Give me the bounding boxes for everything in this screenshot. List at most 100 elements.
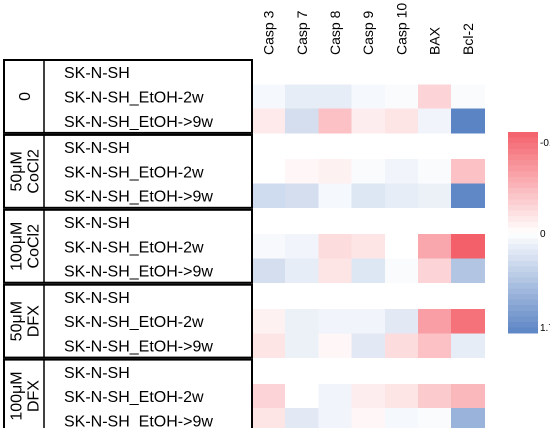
heatmap-cell xyxy=(285,309,319,334)
heatmap-cell xyxy=(384,408,419,428)
heatmap-cell xyxy=(451,159,485,184)
heatmap-cell xyxy=(384,60,419,85)
heatmap-cell xyxy=(252,209,286,235)
heatmap-cell xyxy=(252,258,286,284)
row-label: SK-N-SH_EtOH->9w xyxy=(64,413,213,428)
heatmap-cell xyxy=(384,234,419,259)
heatmap-cell xyxy=(285,159,319,184)
heatmap-cell xyxy=(418,234,452,259)
heatmap-cell xyxy=(451,284,485,310)
heatmap-cell xyxy=(285,209,319,235)
legend-swatch xyxy=(508,244,538,250)
group-label: DFX xyxy=(26,380,43,412)
heatmap-cell xyxy=(318,60,352,85)
heatmap-cell xyxy=(384,284,419,310)
legend-label: 0 xyxy=(540,229,546,240)
legend-label: 1.7 xyxy=(540,323,550,334)
heatmap-cell xyxy=(285,284,319,310)
heatmap-cell xyxy=(318,383,352,409)
heatmap-cell xyxy=(318,284,352,310)
row-label: SK-N-SH_EtOH-2w xyxy=(64,389,204,406)
legend-swatch xyxy=(508,249,538,256)
column-label: Casp 8 xyxy=(327,10,343,55)
legend-swatch xyxy=(508,238,538,245)
legend-swatch xyxy=(508,193,538,200)
heatmap-cell xyxy=(351,408,386,428)
heatmap-cell xyxy=(285,408,319,428)
group-label: 50μM xyxy=(9,301,26,341)
legend-swatch xyxy=(508,277,538,284)
heatmap-cell xyxy=(351,108,386,134)
legend-swatch xyxy=(508,255,538,262)
heatmap-cell xyxy=(384,333,419,358)
heatmap-cell xyxy=(418,333,452,358)
legend-swatch xyxy=(508,199,538,206)
legend-label: -0.9 xyxy=(540,138,550,149)
column-labels: Casp 3 Casp 7 Casp 8 Casp 9 Casp 10 BAX Bcl-2 xyxy=(261,3,476,55)
heatmap-cell xyxy=(252,408,286,428)
heatmap-cell xyxy=(418,408,452,428)
heatmap-cell xyxy=(285,108,319,134)
heatmap-cell xyxy=(318,258,352,284)
heatmap-cell xyxy=(285,84,319,109)
heatmap-cell xyxy=(451,309,485,334)
heatmap-cell xyxy=(351,159,386,184)
column-label: Bcl-2 xyxy=(460,23,476,55)
heatmap-cell xyxy=(418,284,452,310)
legend-swatch xyxy=(508,299,538,306)
heatmap-cell xyxy=(418,108,452,134)
heatmap-cell xyxy=(418,309,452,334)
heatmap-cells xyxy=(252,60,485,428)
heatmap-cell xyxy=(351,258,386,284)
column-label: Casp 3 xyxy=(261,10,277,55)
heatmap-cell xyxy=(418,60,452,85)
heatmap-cell xyxy=(351,134,386,160)
heatmap-cell xyxy=(384,108,419,134)
heatmap-cell xyxy=(384,383,419,409)
legend-swatch xyxy=(508,294,538,300)
heatmap-cell xyxy=(418,159,452,184)
heatmap-cell xyxy=(318,84,352,109)
legend-swatch xyxy=(508,221,538,228)
group-label: 100μM xyxy=(9,222,26,271)
heatmap-cell xyxy=(285,258,319,284)
legend-swatch xyxy=(508,154,538,161)
column-label: Casp 9 xyxy=(360,10,376,55)
column-label: Casp 10 xyxy=(393,3,409,55)
heatmap-cell xyxy=(384,309,419,334)
heatmap-cell xyxy=(252,134,286,160)
heatmap-cell xyxy=(384,183,419,209)
row-label: SK-N-SH_EtOH-2w xyxy=(64,239,204,256)
heatmap-cell xyxy=(451,359,485,385)
heatmap-cell xyxy=(451,383,485,409)
heatmap-cell xyxy=(418,383,452,409)
row-label: SK-N-SH_EtOH-2w xyxy=(64,164,204,181)
legend-swatch xyxy=(508,321,538,328)
legend-swatch xyxy=(508,176,538,183)
heatmap-cell xyxy=(418,183,452,209)
heatmap-cell xyxy=(384,159,419,184)
legend-swatch xyxy=(508,171,538,178)
heatmap-cell xyxy=(252,284,286,310)
heatmap-cell xyxy=(285,359,319,385)
heatmap-cell xyxy=(252,60,286,85)
heatmap-cell xyxy=(451,60,485,85)
heatmap-cell xyxy=(351,209,386,235)
heatmap-cell xyxy=(285,234,319,259)
row-label: SK-N-SH_EtOH->9w xyxy=(64,338,213,355)
legend-swatch xyxy=(508,165,538,172)
legend-swatch xyxy=(508,283,538,289)
heatmap-cell xyxy=(418,359,452,385)
row-label: SK-N-SH xyxy=(64,140,130,157)
color-scale-legend: -0.9 0 1.7 xyxy=(508,132,550,334)
heatmap-cell xyxy=(418,134,452,160)
heatmap-cell xyxy=(318,209,352,235)
row-label: SK-N-SH_EtOH->9w xyxy=(64,189,213,206)
legend-swatch xyxy=(508,266,538,273)
heatmap-cell xyxy=(351,383,386,409)
legend-swatch xyxy=(508,132,538,138)
heatmap-cell xyxy=(351,84,386,109)
heatmap-cell xyxy=(318,333,352,358)
group-label: CoCl2 xyxy=(26,149,43,194)
